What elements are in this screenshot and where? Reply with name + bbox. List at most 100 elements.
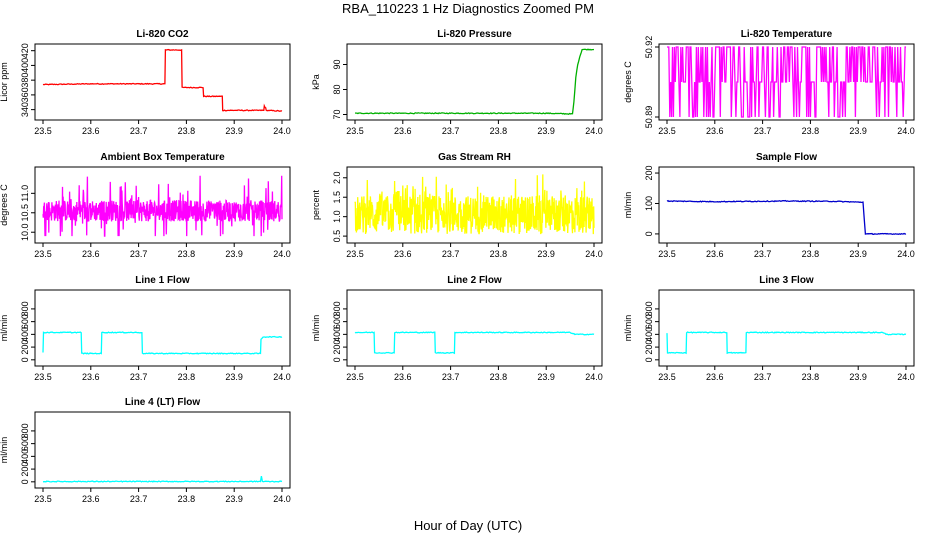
panel-line-3-flow-xtick-label: 23.6 (706, 372, 724, 382)
figure-title: RBA_110223 1 Hz Diagnostics Zoomed PM (342, 1, 594, 16)
panel-ambient-box-temperature-xtick-label: 23.6 (82, 249, 100, 259)
panel-gas-stream-rh-ylabel: percent (311, 189, 321, 220)
panel-line-3-flow-frame (658, 289, 915, 367)
panel-li-820-temperature-ylabel: degrees C (623, 61, 633, 103)
panel-gas-stream-rh-xtick-label: 23.5 (346, 249, 364, 259)
panel-li-820-co2-ytick-label: 380 (20, 73, 30, 88)
panel-gas-stream-rh-ytick-label: 1.0 (332, 210, 342, 223)
panel-li-820-temperature-xtick-label: 23.7 (754, 126, 772, 136)
panel-li-820-temperature-xtick-label: 23.9 (849, 126, 867, 136)
panel-line-4-lt-flow-ylabel: ml/min (0, 437, 9, 464)
panel-line-4-lt-flow-frame (34, 411, 291, 489)
panel-ambient-box-temperature-xtick-label: 23.8 (178, 249, 196, 259)
panel-line-2-flow-xtick-label: 23.6 (394, 372, 412, 382)
panel-line-2-flow-xtick-label: 23.8 (490, 372, 508, 382)
panel-li-820-co2-ytick-label: 360 (20, 87, 30, 102)
panel-line-2-flow-ytick-label: 800 (332, 301, 342, 316)
panel-ambient-box-temperature-xtick-label: 23.5 (34, 249, 52, 259)
panel-li-820-temperature-frame (658, 43, 915, 121)
panel-ambient-box-temperature-frame (34, 166, 291, 244)
panel-li-820-pressure-ytick-label: 90 (332, 59, 342, 69)
panel-line-2-flow-title: Line 2 Flow (447, 275, 502, 286)
panel-li-820-temperature-xtick-label: 23.5 (658, 126, 676, 136)
panel-line-1-flow-xtick-label: 24.0 (273, 372, 291, 382)
panel-line-4-lt-flow-title: Line 4 (LT) Flow (125, 397, 201, 408)
panel-line-4-lt-flow-xtick-label: 23.5 (34, 494, 52, 504)
panel-ambient-box-temperature-ytick-label: 11.0 (20, 185, 30, 202)
panel-line-2-flow-series-line (354, 331, 595, 355)
panel-gas-stream-rh-xtick-label: 23.6 (394, 249, 412, 259)
panel-li-820-pressure-xtick-label: 24.0 (585, 126, 603, 136)
panel-li-820-pressure-xtick-label: 23.8 (490, 126, 508, 136)
panel-line-1-flow-xtick-label: 23.8 (178, 372, 196, 382)
panel-li-820-pressure-xtick-label: 23.9 (537, 126, 555, 136)
panel-gas-stream-rh-ytick-label: 2.0 (332, 172, 342, 185)
panel-line-4-lt-flow-xtick-label: 23.7 (130, 494, 148, 504)
panel-line-3-flow-xtick-label: 24.0 (897, 372, 915, 382)
panel-sample-flow-ylabel: ml/min (623, 192, 633, 219)
panel-line-3-flow-ytick-label: 600 (644, 314, 654, 329)
panel-gas-stream-rh-xtick-label: 23.8 (490, 249, 508, 259)
panel-sample-flow-series-line (666, 199, 907, 236)
panel-ambient-box-temperature-ytick-label: 10.0 (20, 223, 30, 241)
panel-li-820-pressure-ytick-label: 70 (332, 109, 342, 119)
panel-li-820-pressure-ytick-label: 80 (332, 84, 342, 94)
panel-line-3-flow-xtick-label: 23.8 (802, 372, 820, 382)
panel-gas-stream-rh-ytick-label: 1.5 (332, 191, 342, 204)
panel-line-4-lt-flow-ytick-label: 400 (20, 449, 30, 464)
panel-ambient-box-temperature-title: Ambient Box Temperature (100, 152, 225, 163)
panel-line-4-lt-flow-xtick-label: 23.8 (178, 494, 196, 504)
panel-sample-flow-xtick-label: 23.6 (706, 249, 724, 259)
panel-line-3-flow-ylabel: ml/min (623, 315, 633, 342)
panel-li-820-co2-ytick-label: 400 (20, 58, 30, 73)
panel-sample-flow-ytick-label: 0 (644, 231, 654, 236)
panel-sample-flow-title: Sample Flow (756, 152, 817, 163)
panel-line-4-lt-flow-ytick-label: 200 (20, 462, 30, 477)
panel-line-1-flow-ytick-label: 800 (20, 301, 30, 316)
panel-li-820-co2-xtick-label: 24.0 (273, 126, 291, 136)
panel-li-820-co2-series-line (42, 48, 283, 112)
panel-line-4-lt-flow-ytick-label: 600 (20, 436, 30, 451)
panel-li-820-co2-ytick-label: 420 (20, 43, 30, 58)
panel-line-4-lt-flow-xtick-label: 23.9 (225, 494, 243, 504)
panel-gas-stream-rh-series-line (354, 174, 595, 235)
panel-li-820-temperature-series-line (667, 46, 906, 118)
panel-li-820-co2-ylabel: Licor ppm (0, 62, 9, 102)
panel-line-4-lt-flow-ytick-label: 800 (20, 423, 30, 438)
panel-line-2-flow-frame (346, 289, 603, 367)
panel-li-820-co2-frame (34, 43, 291, 121)
panel-line-4-lt-flow-series-line (42, 475, 283, 483)
panel-line-2-flow-xtick-label: 23.7 (442, 372, 460, 382)
panel-ambient-box-temperature-xtick-label: 24.0 (273, 249, 291, 259)
panel-line-4-lt-flow-xtick-label: 23.6 (82, 494, 100, 504)
panel-line-3-flow-xtick-label: 23.5 (658, 372, 676, 382)
panel-sample-flow-frame (658, 166, 915, 244)
panel-ambient-box-temperature-series-line (42, 175, 283, 237)
panel-line-3-flow-title: Line 3 Flow (759, 275, 814, 286)
panel-li-820-pressure-xtick-label: 23.7 (442, 126, 460, 136)
panel-li-820-pressure-series-line (354, 48, 595, 116)
panel-li-820-co2-ytick-label: 340 (20, 102, 30, 117)
panel-li-820-temperature-xtick-label: 23.6 (706, 126, 724, 136)
panel-li-820-temperature-ytick-label: 50.92 (644, 36, 654, 59)
panel-li-820-temperature-xtick-label: 23.8 (802, 126, 820, 136)
panel-sample-flow-ytick-label: 200 (644, 166, 654, 181)
panel-line-1-flow-ytick-label: 600 (20, 314, 30, 329)
panel-line-4-lt-flow-xtick-label: 24.0 (273, 494, 291, 504)
panel-line-3-flow-xtick-label: 23.7 (754, 372, 772, 382)
panel-line-1-flow-ytick-label: 400 (20, 327, 30, 342)
panel-line-3-flow-ytick-label: 400 (644, 327, 654, 342)
panel-line-2-flow-ytick-label: 0 (332, 357, 342, 362)
panel-li-820-temperature-title: Li-820 Temperature (741, 29, 833, 40)
panel-line-2-flow-ylabel: ml/min (311, 315, 321, 342)
panel-line-1-flow-xtick-label: 23.6 (82, 372, 100, 382)
panel-li-820-temperature-xtick-label: 24.0 (897, 126, 915, 136)
panel-line-2-flow-xtick-label: 24.0 (585, 372, 603, 382)
panel-sample-flow-xtick-label: 23.9 (849, 249, 867, 259)
panel-ambient-box-temperature-xtick-label: 23.7 (130, 249, 148, 259)
panel-sample-flow-ytick-label: 100 (644, 196, 654, 211)
panel-ambient-box-temperature-xtick-label: 23.9 (225, 249, 243, 259)
panel-li-820-pressure-frame (346, 43, 603, 121)
panel-line-2-flow-xtick-label: 23.5 (346, 372, 364, 382)
